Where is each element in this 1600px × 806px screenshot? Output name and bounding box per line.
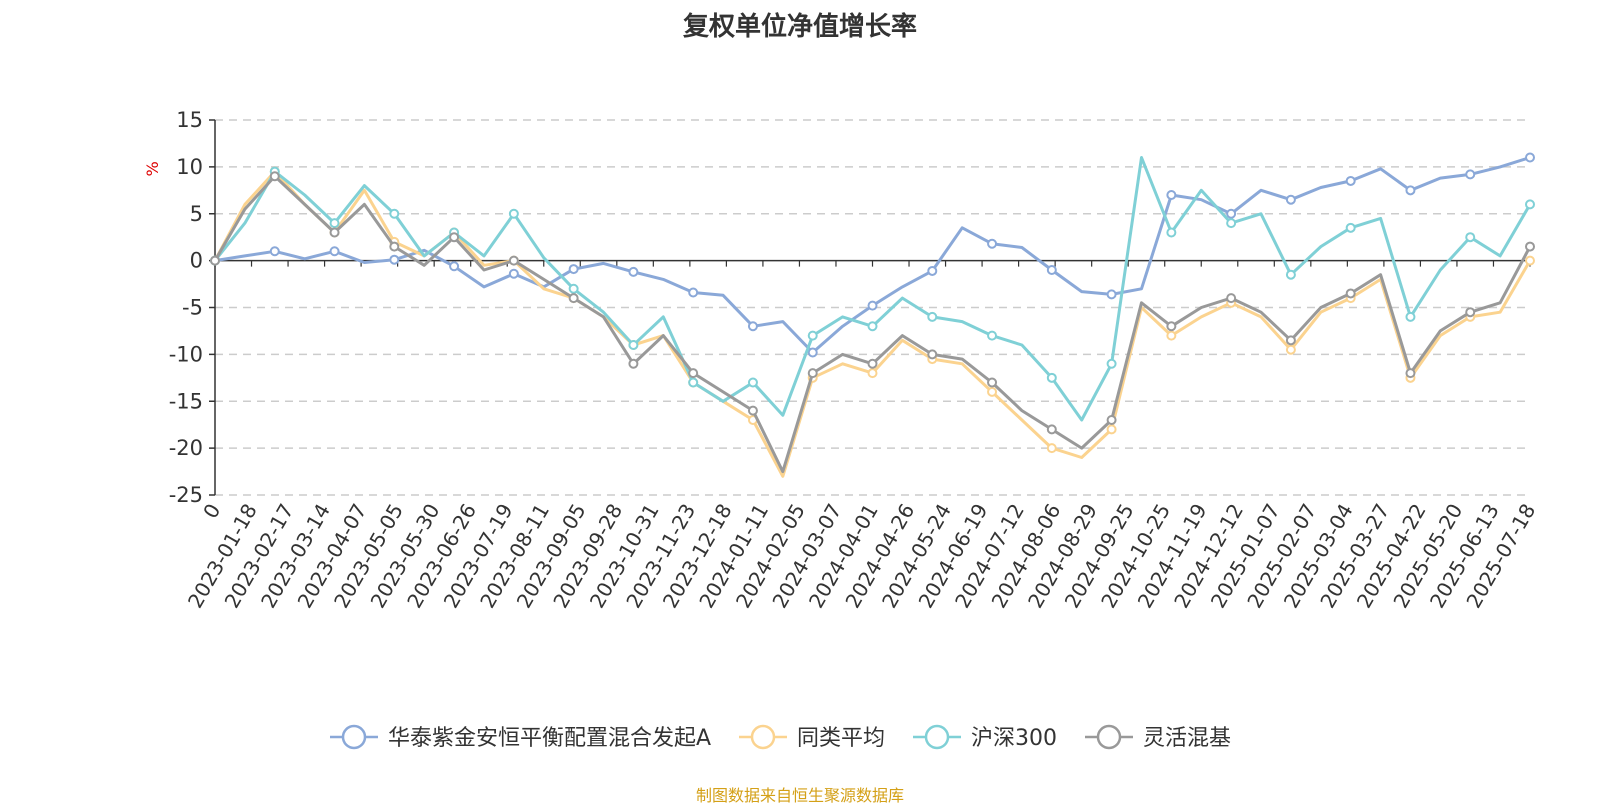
legend-label: 灵活混基 xyxy=(1143,726,1231,751)
series-point-0 xyxy=(1345,175,1356,186)
series-point-0 xyxy=(1166,190,1177,200)
series-point-2 xyxy=(568,283,579,294)
series-point-1 xyxy=(1285,344,1296,355)
series-point-2 xyxy=(1226,218,1237,229)
series-point-1 xyxy=(1525,255,1535,266)
series-point-0 xyxy=(688,287,699,298)
series-point-2 xyxy=(1345,222,1356,233)
y-tick-label: -5 xyxy=(182,296,203,320)
series-point-2 xyxy=(329,218,340,229)
series-point-3 xyxy=(1166,321,1177,332)
series-point-3 xyxy=(807,368,818,379)
series-point-2 xyxy=(389,208,400,219)
series-point-0 xyxy=(389,254,400,265)
legend-marker xyxy=(750,724,776,750)
series-point-3 xyxy=(1046,424,1057,435)
series-point-0 xyxy=(329,246,340,257)
series-point-3 xyxy=(867,358,878,369)
series-point-2 xyxy=(508,208,519,219)
series-point-1 xyxy=(987,386,998,397)
series-point-2 xyxy=(867,321,878,332)
series-point-1 xyxy=(1166,330,1177,341)
series-point-2 xyxy=(927,311,938,322)
series-point-3 xyxy=(210,255,220,266)
series-point-2 xyxy=(987,330,998,341)
legend-label: 华泰紫金安恒平衡配置混合发起A xyxy=(388,726,711,751)
series-point-2 xyxy=(1405,311,1416,322)
series-point-0 xyxy=(508,268,519,279)
series-point-0 xyxy=(1285,194,1296,205)
x-tick-label: 0 xyxy=(198,500,225,523)
y-tick-label: 0 xyxy=(190,249,203,273)
series-point-3 xyxy=(1106,415,1117,425)
series-point-2 xyxy=(747,377,758,388)
series-point-3 xyxy=(628,358,639,369)
series-point-3 xyxy=(329,227,340,238)
series-point-3 xyxy=(1345,288,1356,299)
series-point-3 xyxy=(568,293,579,304)
series-point-3 xyxy=(1465,307,1476,318)
series-point-2 xyxy=(1285,269,1296,280)
y-axis-unit: % xyxy=(143,161,162,176)
chart-title: 复权单位净值增长率 xyxy=(682,12,917,42)
series-point-1 xyxy=(1046,443,1057,454)
series-point-3 xyxy=(1285,335,1296,346)
series-point-2 xyxy=(628,340,639,350)
series-point-2 xyxy=(1166,227,1177,238)
series-point-0 xyxy=(628,266,639,277)
series-point-3 xyxy=(269,171,280,182)
y-tick-label: 10 xyxy=(176,155,203,179)
series-point-3 xyxy=(1226,293,1237,304)
series-point-3 xyxy=(508,255,519,266)
series-point-1 xyxy=(1106,424,1117,435)
series-point-0 xyxy=(867,300,878,311)
series-point-3 xyxy=(927,349,938,360)
series-point-0 xyxy=(1465,169,1476,180)
legend-marker xyxy=(924,724,950,750)
series-point-0 xyxy=(1226,208,1237,219)
series-point-2 xyxy=(1106,358,1117,369)
series-line-2 xyxy=(213,156,1532,422)
y-tick-label: -20 xyxy=(169,436,203,460)
series-point-3 xyxy=(747,405,758,416)
legend-label: 同类平均 xyxy=(797,726,885,751)
legend-marker xyxy=(1096,724,1122,750)
series-point-0 xyxy=(1405,185,1416,196)
series-point-3 xyxy=(389,241,400,252)
series-point-0 xyxy=(1525,152,1535,163)
series-point-2 xyxy=(807,330,818,341)
y-tick-label: -15 xyxy=(169,389,203,413)
series-point-2 xyxy=(1525,199,1535,210)
y-tick-label: -25 xyxy=(169,483,203,507)
series-point-3 xyxy=(449,232,460,243)
series-point-0 xyxy=(1046,265,1057,275)
y-tick-label: -10 xyxy=(169,342,203,366)
series-point-0 xyxy=(987,238,998,249)
y-tick-label: 5 xyxy=(190,202,203,226)
series-point-3 xyxy=(688,368,699,379)
series-point-0 xyxy=(747,321,758,332)
series-point-3 xyxy=(1525,241,1535,252)
series-point-0 xyxy=(568,264,579,275)
series-point-0 xyxy=(269,246,280,257)
series-point-1 xyxy=(867,368,878,379)
series-point-2 xyxy=(1465,232,1476,243)
series-point-0 xyxy=(449,261,460,272)
y-tick-label: 15 xyxy=(176,108,203,132)
series-point-3 xyxy=(987,377,998,388)
series-point-3 xyxy=(1405,368,1416,379)
legend-marker xyxy=(341,724,367,750)
series-point-0 xyxy=(807,347,818,358)
data-source-note: 制图数据来自恒生聚源数据库 xyxy=(695,786,904,805)
legend-label: 沪深300 xyxy=(971,726,1057,751)
series-point-0 xyxy=(1106,289,1117,300)
series-point-2 xyxy=(688,377,699,388)
series-point-0 xyxy=(927,265,938,276)
series-point-2 xyxy=(1046,372,1057,383)
